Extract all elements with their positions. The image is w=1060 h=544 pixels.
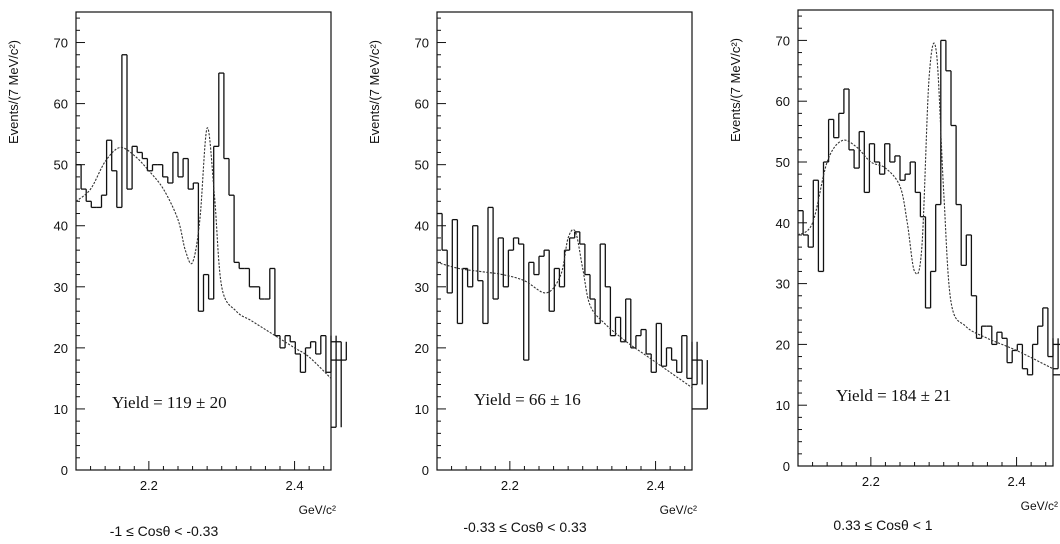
y-tick-label: 50 (415, 158, 429, 173)
y-tick-label: 70 (776, 33, 790, 48)
y-tick-label: 10 (54, 402, 68, 417)
panel-1: 0 10 20 30 40 50 60 70 2.2 2.4 Events/(7 MeV/c²) Ge… (6, 11, 347, 539)
x-axis-unit: GeV/c² (660, 503, 697, 517)
y-tick-label: 10 (776, 398, 790, 413)
panel-caption: -1 ≤ Cosθ < -0.33 (110, 523, 219, 539)
yield-annotation: Yield = 184 ± 21 (836, 386, 951, 405)
x-tick-label: 2.4 (647, 478, 665, 493)
y-tick-label: 0 (61, 463, 68, 478)
y-tick-label: 40 (415, 219, 429, 234)
y-tick-label: 70 (54, 36, 68, 51)
x-axis-unit: GeV/c² (299, 503, 336, 517)
y-tick-label: 50 (54, 158, 68, 173)
y-tick-label: 20 (776, 337, 790, 352)
y-axis-label: Events/(7 MeV/c²) (728, 38, 743, 142)
y-tick-label: 30 (54, 280, 68, 295)
y-tick-label: 40 (54, 219, 68, 234)
fit-curve (436, 229, 693, 389)
x-tick-label: 2.4 (286, 478, 304, 493)
y-tick-label: 50 (776, 155, 790, 170)
panel-2: 0 10 20 30 40 50 60 70 2.2 2.4 Events/(7 MeV/c²) Ge… (367, 11, 708, 535)
x-tick-label: 2.2 (862, 474, 880, 489)
y-tick-label: 70 (415, 36, 429, 51)
y-axis-label: Events/(7 MeV/c²) (6, 40, 21, 144)
y-tick-label: 30 (415, 280, 429, 295)
panel-caption: 0.33 ≤ Cosθ < 1 (833, 517, 932, 533)
y-tick-label: 30 (776, 277, 790, 292)
x-tick-label: 2.4 (1008, 474, 1026, 489)
panel-3: 0 10 20 30 40 50 60 70 2.2 2.4 Events/(7 MeV/c²) Ge… (728, 9, 1060, 533)
y-tick-label: 0 (783, 459, 790, 474)
y-tick-label: 20 (415, 341, 429, 356)
plot-frame (75, 11, 332, 471)
y-tick-label: 60 (54, 97, 68, 112)
y-axis-label: Events/(7 MeV/c²) (367, 40, 382, 144)
fit-curve (797, 42, 1054, 370)
y-tick-label: 60 (776, 94, 790, 109)
y-tick-label: 20 (54, 341, 68, 356)
yield-annotation: Yield = 119 ± 20 (112, 393, 227, 412)
x-axis-unit: GeV/c² (1021, 499, 1058, 513)
fit-curve (75, 127, 332, 379)
x-tick-label: 2.2 (501, 478, 519, 493)
plot-frame (436, 11, 693, 471)
y-tick-label: 60 (415, 97, 429, 112)
x-tick-label: 2.2 (140, 478, 158, 493)
y-tick-label: 0 (422, 463, 429, 478)
panel-caption: -0.33 ≤ Cosθ < 0.33 (463, 519, 586, 535)
yield-annotation: Yield = 66 ± 16 (474, 390, 581, 409)
y-tick-label: 40 (776, 216, 790, 231)
plot-frame (797, 9, 1054, 467)
y-tick-label: 10 (415, 402, 429, 417)
